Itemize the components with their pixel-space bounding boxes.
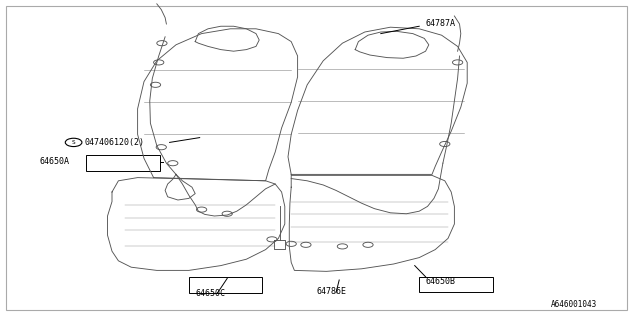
Bar — [419, 277, 493, 292]
Text: 64650B: 64650B — [426, 277, 456, 286]
Text: 64786E: 64786E — [317, 287, 347, 296]
Bar — [86, 155, 160, 171]
Text: 047406120(2): 047406120(2) — [84, 138, 145, 147]
Bar — [189, 277, 262, 293]
Text: A646001043: A646001043 — [550, 300, 596, 309]
Text: 64787A: 64787A — [426, 20, 456, 28]
Text: 64650A: 64650A — [40, 157, 70, 166]
Text: S: S — [72, 140, 76, 145]
Text: 64650C: 64650C — [195, 289, 225, 298]
